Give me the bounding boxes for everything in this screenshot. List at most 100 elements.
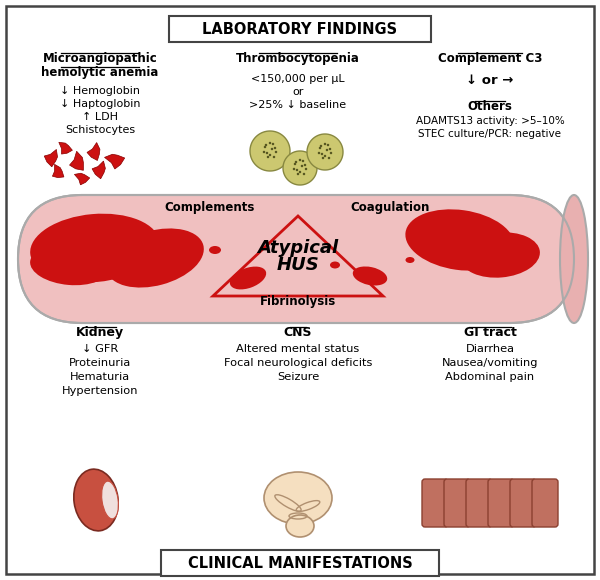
FancyBboxPatch shape [422, 479, 448, 527]
Text: Focal neurological deficits: Focal neurological deficits [224, 358, 372, 368]
Ellipse shape [101, 481, 118, 519]
Polygon shape [70, 151, 83, 171]
Ellipse shape [320, 145, 322, 147]
Ellipse shape [324, 143, 326, 145]
Ellipse shape [294, 163, 296, 165]
Text: Diarrhea: Diarrhea [466, 344, 515, 354]
FancyBboxPatch shape [161, 550, 439, 576]
Ellipse shape [560, 195, 588, 323]
Text: <150,000 per μL: <150,000 per μL [251, 74, 345, 84]
Ellipse shape [297, 173, 299, 175]
Polygon shape [44, 150, 58, 167]
Ellipse shape [330, 262, 340, 269]
Ellipse shape [171, 272, 179, 278]
Text: Hematuria: Hematuria [70, 372, 130, 382]
Ellipse shape [296, 169, 298, 171]
Text: CNS: CNS [284, 326, 312, 339]
Ellipse shape [322, 157, 324, 160]
FancyBboxPatch shape [6, 6, 594, 574]
Ellipse shape [275, 151, 277, 153]
Ellipse shape [269, 154, 271, 156]
FancyBboxPatch shape [532, 479, 558, 527]
FancyBboxPatch shape [466, 479, 492, 527]
Text: Atypical: Atypical [257, 239, 338, 257]
Text: ↓ or →: ↓ or → [466, 74, 514, 87]
Text: hemolytic anemia: hemolytic anemia [41, 66, 158, 79]
Ellipse shape [266, 152, 268, 154]
Ellipse shape [406, 257, 415, 263]
Polygon shape [59, 142, 73, 154]
Ellipse shape [319, 147, 321, 149]
Text: Seizure: Seizure [277, 372, 319, 382]
Text: Abdominal pain: Abdominal pain [445, 372, 535, 382]
Text: STEC culture/PCR: negative: STEC culture/PCR: negative [419, 129, 562, 139]
Text: Kidney: Kidney [76, 326, 124, 339]
Ellipse shape [272, 143, 274, 145]
Text: ADAMTS13 activity: >5–10%: ADAMTS13 activity: >5–10% [416, 116, 565, 126]
Polygon shape [283, 151, 317, 185]
Ellipse shape [321, 153, 323, 155]
FancyBboxPatch shape [18, 195, 574, 323]
Text: Proteinuria: Proteinuria [69, 358, 131, 368]
Ellipse shape [326, 148, 328, 151]
Text: Complement C3: Complement C3 [438, 52, 542, 65]
Ellipse shape [302, 160, 304, 162]
Text: >25% ↓ baseline: >25% ↓ baseline [250, 100, 347, 110]
Text: Coagulation: Coagulation [350, 201, 430, 213]
Text: LABORATORY FINDINGS: LABORATORY FINDINGS [202, 21, 398, 37]
Ellipse shape [330, 152, 332, 154]
Ellipse shape [293, 168, 295, 171]
Text: ↓ GFR: ↓ GFR [82, 344, 118, 354]
Text: HUS: HUS [277, 256, 319, 274]
Polygon shape [307, 134, 343, 170]
Ellipse shape [269, 142, 271, 144]
Ellipse shape [106, 229, 204, 288]
Ellipse shape [265, 144, 267, 146]
Ellipse shape [264, 146, 266, 148]
Ellipse shape [271, 148, 273, 150]
Ellipse shape [460, 233, 540, 278]
Text: Complements: Complements [165, 201, 255, 213]
Ellipse shape [74, 469, 118, 531]
Text: Microangiopathic: Microangiopathic [43, 52, 157, 65]
Ellipse shape [209, 246, 221, 254]
FancyBboxPatch shape [488, 479, 514, 527]
Text: Nausea/vomiting: Nausea/vomiting [442, 358, 538, 368]
Polygon shape [87, 143, 100, 161]
Text: ↑ LDH: ↑ LDH [82, 112, 118, 122]
Ellipse shape [327, 144, 329, 146]
Text: Others: Others [467, 100, 512, 113]
Ellipse shape [30, 213, 160, 282]
Text: Thrombocytopenia: Thrombocytopenia [236, 52, 360, 65]
Ellipse shape [329, 148, 331, 150]
Text: Altered mental status: Altered mental status [236, 344, 359, 354]
Text: or: or [292, 87, 304, 97]
Ellipse shape [304, 164, 306, 166]
FancyBboxPatch shape [444, 479, 470, 527]
Ellipse shape [263, 151, 265, 153]
Text: Hypertension: Hypertension [62, 386, 138, 396]
Text: Fibrinolysis: Fibrinolysis [260, 295, 336, 309]
Ellipse shape [230, 267, 266, 289]
Ellipse shape [299, 171, 301, 173]
Ellipse shape [305, 168, 307, 171]
Ellipse shape [318, 152, 320, 154]
Ellipse shape [301, 165, 303, 167]
Text: CLINICAL MANIFESTATIONS: CLINICAL MANIFESTATIONS [188, 556, 412, 571]
Polygon shape [250, 131, 290, 171]
Ellipse shape [274, 147, 276, 149]
Text: GI tract: GI tract [464, 326, 517, 339]
Ellipse shape [303, 173, 305, 175]
Ellipse shape [273, 156, 275, 158]
Ellipse shape [286, 515, 314, 537]
Ellipse shape [295, 161, 297, 163]
Polygon shape [74, 173, 89, 185]
Ellipse shape [30, 245, 110, 285]
Ellipse shape [406, 209, 515, 271]
Text: Schistocytes: Schistocytes [65, 125, 135, 135]
Ellipse shape [299, 159, 301, 161]
Polygon shape [92, 161, 106, 179]
Polygon shape [104, 154, 125, 169]
Text: ↓ Hemoglobin: ↓ Hemoglobin [60, 86, 140, 96]
Ellipse shape [267, 156, 269, 158]
